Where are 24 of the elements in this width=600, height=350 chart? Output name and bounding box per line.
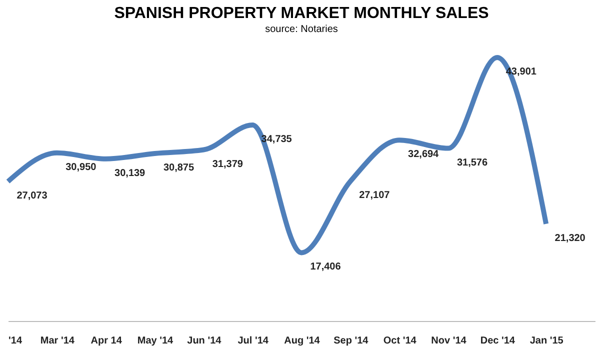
x-tick-label: Mar '14 bbox=[40, 336, 75, 346]
x-tick-label: Apr 14 bbox=[90, 336, 122, 346]
data-label: 17,406 bbox=[310, 262, 342, 273]
data-label: 30,950 bbox=[66, 162, 97, 173]
chart-title: SPANISH PROPERTY MARKET MONTHLY SALES bbox=[114, 5, 490, 22]
data-label: 27,107 bbox=[359, 190, 390, 202]
data-label: 21,320 bbox=[554, 232, 586, 244]
data-label: 32,694 bbox=[408, 149, 440, 160]
x-tick-label: May '14 bbox=[137, 336, 174, 346]
x-tick-label: Jun '14 bbox=[187, 336, 222, 346]
data-label: 27,073 bbox=[16, 190, 48, 202]
chart-subtitle: source: Notaries bbox=[265, 24, 338, 35]
x-tick-label: Jan '15 bbox=[530, 336, 564, 346]
x-tick-label: Dec '14 bbox=[480, 336, 516, 346]
data-label: 30,875 bbox=[163, 162, 194, 174]
x-tick-label: Oct '14 bbox=[383, 336, 417, 346]
x-tick-label: Aug '14 bbox=[284, 336, 320, 346]
x-tick-label: Sep '14 bbox=[334, 336, 369, 346]
x-tick-label: '14 bbox=[8, 336, 22, 346]
data-label: 31,379 bbox=[212, 158, 244, 170]
data-label: 30,139 bbox=[114, 168, 146, 179]
x-tick-label: Nov '14 bbox=[431, 336, 467, 346]
data-label: 31,576 bbox=[456, 157, 488, 168]
x-tick-label: Jul '14 bbox=[238, 336, 269, 346]
